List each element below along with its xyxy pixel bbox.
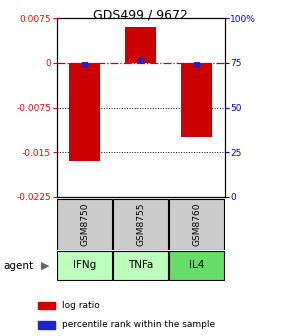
Bar [169, 251, 224, 280]
Bar [113, 199, 168, 250]
Text: TNFa: TNFa [128, 260, 153, 270]
Bar [38, 302, 55, 309]
Text: log ratio: log ratio [62, 301, 100, 310]
Bar [181, 63, 212, 137]
Text: percentile rank within the sample: percentile rank within the sample [62, 321, 215, 330]
Text: IFNg: IFNg [73, 260, 96, 270]
Bar [57, 199, 112, 250]
Text: agent: agent [3, 261, 33, 271]
Bar [125, 28, 156, 63]
Text: GSM8760: GSM8760 [192, 203, 201, 246]
Text: IL4: IL4 [189, 260, 204, 270]
Bar [169, 199, 224, 250]
Text: ▶: ▶ [41, 261, 49, 271]
Bar [113, 251, 168, 280]
Text: GDS499 / 9672: GDS499 / 9672 [93, 8, 188, 22]
Bar [57, 251, 112, 280]
Text: GSM8750: GSM8750 [80, 203, 89, 246]
Text: GSM8755: GSM8755 [136, 203, 145, 246]
Bar [69, 63, 100, 161]
Bar [38, 321, 55, 329]
